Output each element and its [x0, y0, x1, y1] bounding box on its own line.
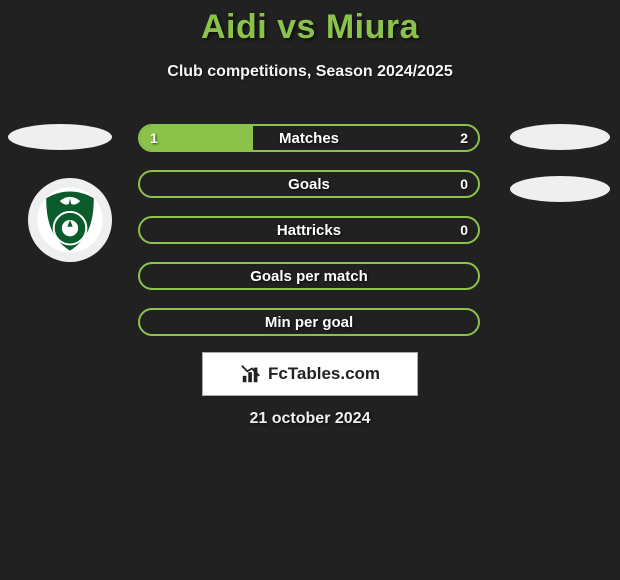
- left-player-badge-1: [8, 124, 112, 150]
- right-player-badge-2: [510, 176, 610, 202]
- stat-row: Min per goal: [138, 308, 480, 336]
- fctables-watermark: FcTables.com: [202, 352, 418, 396]
- stat-value-right: 0: [450, 172, 478, 196]
- stat-row: Goals per match: [138, 262, 480, 290]
- stat-label: Hattricks: [140, 218, 478, 242]
- stat-row: 0Hattricks: [138, 216, 480, 244]
- bar-chart-icon: [240, 363, 262, 385]
- stat-value-right: 2: [450, 126, 478, 150]
- stat-label: Goals per match: [140, 264, 478, 288]
- stat-label: Min per goal: [140, 310, 478, 334]
- stat-bars-container: 12Matches0Goals0HattricksGoals per match…: [138, 124, 480, 354]
- date-line: 21 october 2024: [0, 410, 620, 428]
- stat-label: Goals: [140, 172, 478, 196]
- stat-value-right: 0: [450, 218, 478, 242]
- stat-row: 12Matches: [138, 124, 480, 152]
- team-crest-icon: [36, 186, 104, 254]
- left-team-logo: [28, 178, 112, 262]
- fctables-label: FcTables.com: [268, 364, 380, 384]
- subtitle: Club competitions, Season 2024/2025: [0, 63, 620, 81]
- right-player-badge-1: [510, 124, 610, 150]
- stat-value-left: 1: [140, 126, 168, 150]
- stat-row: 0Goals: [138, 170, 480, 198]
- page-title: Aidi vs Miura: [0, 0, 620, 47]
